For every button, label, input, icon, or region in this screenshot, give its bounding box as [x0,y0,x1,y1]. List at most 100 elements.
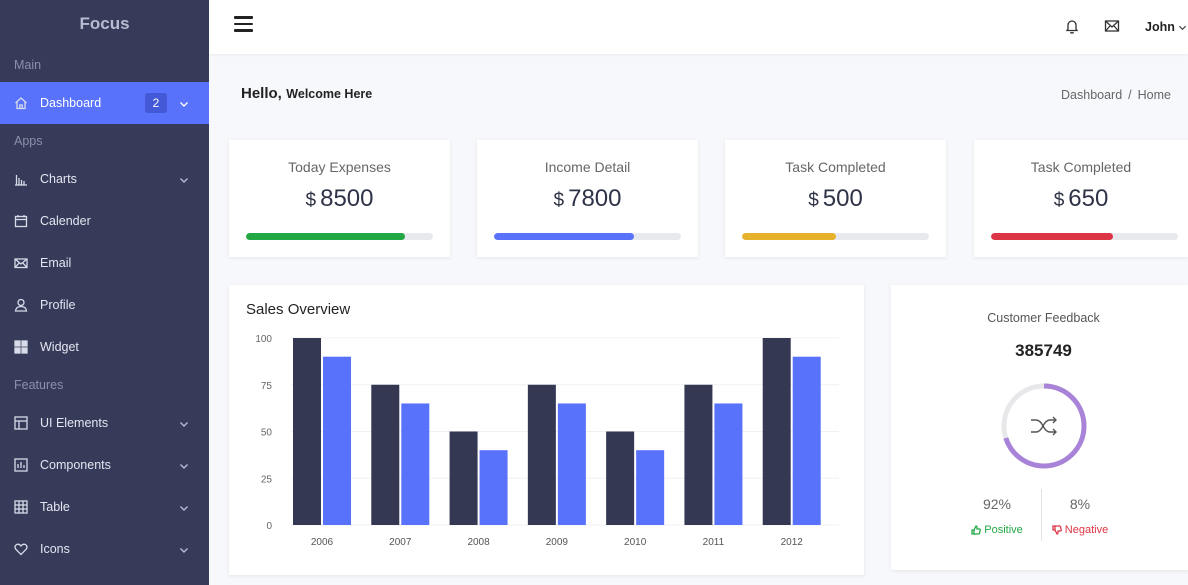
sales-overview-title: Sales Overview [246,301,351,318]
bar[interactable] [636,450,665,525]
currency-symbol: $ [553,190,565,211]
bar[interactable] [792,356,821,525]
chevron-down-icon [179,544,189,554]
stat-progress-bar [742,233,929,240]
home-icon [14,96,28,110]
stat-value: $8500 [229,185,450,213]
feedback-value: 385749 [1015,341,1072,360]
greeting-welcome: Welcome Here [286,87,373,101]
positive-percent: 92% [982,496,1012,512]
x-tick-label: 2011 [703,537,725,548]
chevron-down-icon [179,460,189,470]
chevron-down-icon [1178,25,1186,30]
feedback-divider [1041,489,1042,541]
sidebar-item-ui-elements[interactable]: UI Elements [0,402,209,444]
bar[interactable] [479,450,508,525]
sidebar-item-email[interactable]: Email [0,242,209,284]
sidebar-item-dashboard[interactable]: Dashboard 2 [0,82,209,124]
layout-icon [14,416,28,430]
sidebar-item-label: Charts [40,172,77,186]
negative-label: Negative [1064,524,1109,536]
sidebar: Focus Main Dashboard 2 Apps Charts Calender Em… [0,0,209,585]
sidebar-item-calender[interactable]: Calender [0,200,209,242]
negative-percent: 8% [1069,496,1091,512]
stat-value: $7800 [477,185,698,213]
feedback-positive: 92% Positive [942,496,1052,536]
user-icon [14,298,28,312]
bar[interactable] [684,384,713,525]
bar[interactable] [714,403,743,525]
x-tick-label: 2010 [624,537,647,548]
y-tick-label: 0 [266,521,272,532]
shuffle-icon [1031,416,1057,436]
section-label-features: Features [14,378,64,392]
chevron-down-icon [179,418,189,428]
currency-symbol: $ [808,190,819,211]
sidebar-item-label: Dashboard [40,96,102,110]
brand-logo[interactable]: Focus [79,14,130,33]
stat-progress-fill [991,233,1113,240]
section-label-main: Main [14,58,42,72]
stat-progress-bar [494,233,681,240]
sidebar-item-charts[interactable]: Charts [0,158,209,200]
sidebar-item-label: Email [40,256,72,270]
envelope-icon[interactable] [1104,18,1120,34]
chevron-down-icon [179,98,189,108]
sidebar-item-icons[interactable]: Icons [0,528,209,570]
sidebar-item-profile[interactable]: Profile [0,284,209,326]
stat-number: 8500 [320,185,374,212]
sidebar-item-label: Components [40,458,111,472]
user-menu[interactable]: John [1145,20,1187,34]
breadcrumb-dashboard[interactable]: Dashboard [1061,88,1123,102]
sidebar-item-label: UI Elements [40,416,109,430]
bar[interactable] [557,403,586,525]
sidebar-item-label: Table [40,500,70,514]
sidebar-nav: Main Dashboard 2 Apps Charts Calender Email Pro… [0,48,209,570]
sales-bar-chart: 0 25 50 75 100 2006 2007 2008 2009 2010 2011 2012 [255,334,839,548]
bar[interactable] [762,338,791,525]
sidebar-item-label: Calender [40,214,91,228]
sidebar-item-label: Profile [40,298,76,312]
bell-icon[interactable] [1064,18,1080,34]
table-icon [14,500,28,514]
stat-progress-bar [246,233,433,240]
stat-progress-fill [246,233,405,240]
x-tick-label: 2012 [781,537,804,548]
mail-icon [14,256,28,270]
bar[interactable] [606,431,635,526]
donut-arc [1001,383,1087,469]
y-tick-label: 100 [255,334,272,345]
x-tick-label: 2008 [467,537,490,548]
top-bar: John [209,0,1188,54]
stat-card: Task Completed $500 [725,140,946,257]
bar[interactable] [323,356,351,525]
dashboard-badge: 2 [145,93,167,113]
positive-label: Positive [984,524,1023,536]
chevron-down-icon [179,502,189,512]
sidebar-item-table[interactable]: Table [0,486,209,528]
heart-icon [14,542,28,556]
x-tick-label: 2007 [389,537,412,548]
feedback-donut [1001,383,1087,469]
stat-card: Today Expenses $8500 [229,140,450,257]
hamburger-icon[interactable] [234,16,253,32]
breadcrumb-home[interactable]: Home [1137,88,1171,102]
currency-symbol: $ [305,190,317,211]
bar[interactable] [293,338,321,525]
sidebar-item-widget[interactable]: Widget [0,326,209,368]
sidebar-item-label: Widget [40,340,79,354]
stat-title: Task Completed [785,159,886,175]
x-tick-label: 2009 [546,537,569,548]
thumb-down-icon [1052,525,1062,535]
bar[interactable] [449,431,478,526]
sidebar-item-label: Icons [40,542,70,556]
feedback-negative: 8% Negative [1025,496,1135,536]
bar[interactable] [371,384,400,525]
greeting-hello: Hello, [241,85,282,102]
greeting: Hello, Welcome Here [241,85,372,103]
sidebar-item-components[interactable]: Components [0,444,209,486]
bar[interactable] [527,384,556,525]
sales-overview-panel: Sales Overview 0 25 50 75 100 2006 2007 2008 200… [229,285,864,575]
bar[interactable] [401,403,430,525]
feedback-title: Customer Feedback [987,311,1100,325]
